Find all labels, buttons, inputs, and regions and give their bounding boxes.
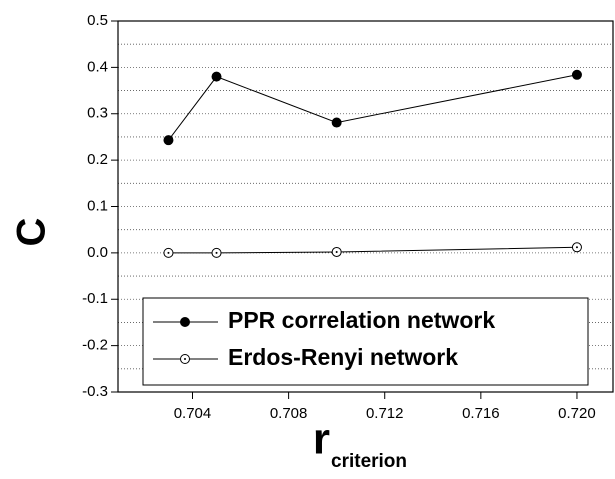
data-point-dot (335, 250, 338, 253)
data-point-dot (167, 251, 170, 254)
x-axis-label: r (313, 415, 330, 464)
y-tick-label: 0.0 (87, 244, 108, 261)
legend-marker-dot (184, 358, 186, 360)
data-point (571, 69, 582, 80)
y-tick-label: -0.1 (82, 290, 108, 307)
data-point (211, 71, 222, 82)
legend-marker (180, 317, 190, 327)
x-tick-label: 0.716 (462, 405, 500, 422)
y-tick-label: 0.4 (87, 58, 108, 75)
x-tick-label: 0.720 (558, 405, 596, 422)
plot-frame (117, 20, 614, 393)
data-point-dot (215, 251, 218, 254)
y-tick-label: -0.3 (82, 383, 108, 400)
y-tick-label: 0.1 (87, 197, 108, 214)
y-tick-label: -0.2 (82, 337, 108, 354)
x-tick-label: 0.704 (174, 405, 212, 422)
series-line (168, 246, 577, 254)
y-axis-label: C (10, 218, 54, 247)
y-tick-label: 0.3 (87, 105, 108, 122)
series-line (168, 74, 578, 141)
y-tick-label: 0.5 (87, 12, 108, 29)
legend-label: PPR correlation network (228, 307, 495, 333)
legend-box (142, 297, 589, 386)
data-point (163, 135, 174, 146)
data-point-dot (575, 246, 578, 249)
x-tick-label: 0.708 (270, 405, 308, 422)
x-axis-label-sub: criterion (331, 451, 407, 472)
y-tick-label: 0.2 (87, 151, 108, 168)
x-tick-label: 0.712 (366, 405, 404, 422)
data-point (331, 117, 342, 128)
legend-label: Erdos-Renyi network (228, 344, 458, 370)
